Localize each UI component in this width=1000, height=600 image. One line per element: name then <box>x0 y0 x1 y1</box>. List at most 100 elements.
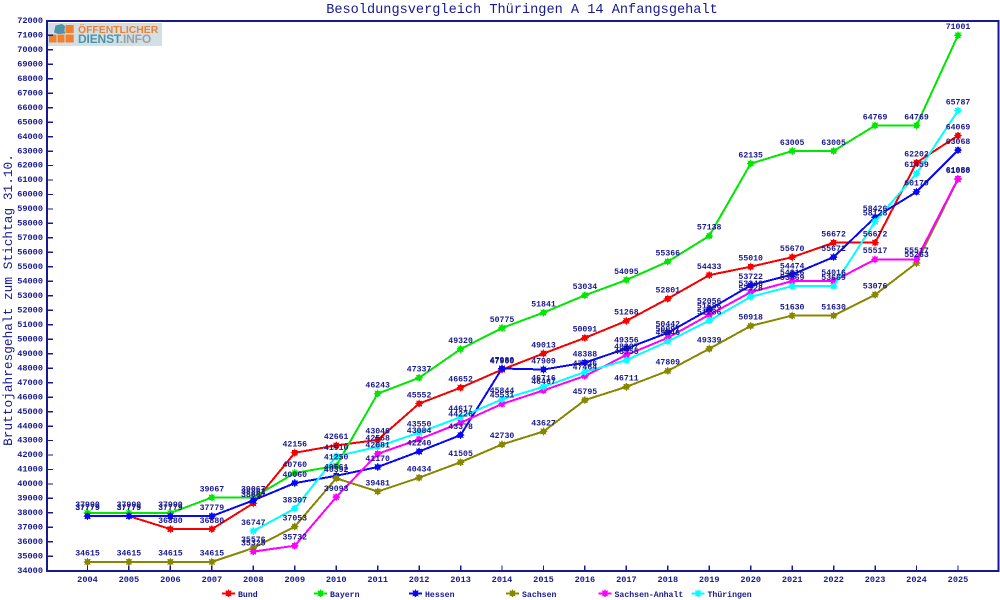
svg-text:63000: 63000 <box>17 146 43 156</box>
svg-text:53034: 53034 <box>573 283 598 292</box>
svg-text:37779: 37779 <box>117 504 142 513</box>
svg-text:Bayern: Bayern <box>330 591 360 600</box>
svg-text:2012: 2012 <box>409 575 430 585</box>
svg-text:59000: 59000 <box>17 204 43 214</box>
svg-text:55670: 55670 <box>780 245 805 254</box>
svg-text:34615: 34615 <box>75 550 100 559</box>
svg-text:36000: 36000 <box>17 537 43 547</box>
svg-text:40561: 40561 <box>324 464 349 473</box>
svg-text:2010: 2010 <box>326 575 347 585</box>
svg-text:49356: 49356 <box>614 336 639 345</box>
svg-text:39481: 39481 <box>365 479 390 488</box>
svg-text:51268: 51268 <box>614 309 639 318</box>
svg-text:55672: 55672 <box>821 245 846 254</box>
svg-text:44226: 44226 <box>448 411 473 420</box>
svg-text:43000: 43000 <box>17 436 43 446</box>
svg-text:46467: 46467 <box>531 378 556 387</box>
svg-text:Besoldungsvergleich Thüringen: Besoldungsvergleich Thüringen A 14 Anfan… <box>326 3 718 18</box>
svg-text:64069: 64069 <box>946 123 971 132</box>
svg-text:55263: 55263 <box>904 251 929 260</box>
svg-text:49320: 49320 <box>448 337 473 346</box>
svg-text:48388: 48388 <box>573 350 598 359</box>
svg-text:61000: 61000 <box>17 175 43 185</box>
svg-text:51630: 51630 <box>780 303 805 312</box>
svg-text:47337: 47337 <box>407 366 432 375</box>
svg-text:55010: 55010 <box>738 255 763 264</box>
svg-text:61459: 61459 <box>904 161 929 170</box>
svg-text:66000: 66000 <box>17 103 43 113</box>
svg-text:52928: 52928 <box>738 285 763 294</box>
svg-text:47000: 47000 <box>17 378 43 388</box>
svg-text:2024: 2024 <box>906 575 927 585</box>
svg-text:Thüringen: Thüringen <box>708 590 752 600</box>
svg-text:37053: 37053 <box>283 514 308 523</box>
svg-text:34615: 34615 <box>117 550 142 559</box>
svg-text:40060: 40060 <box>283 471 308 480</box>
svg-text:38307: 38307 <box>283 496 308 505</box>
svg-text:52056: 52056 <box>697 297 722 306</box>
svg-text:47900: 47900 <box>490 357 515 366</box>
svg-text:2022: 2022 <box>823 575 844 585</box>
svg-text:55000: 55000 <box>17 262 43 272</box>
svg-text:2025: 2025 <box>948 575 969 585</box>
svg-text:2011: 2011 <box>367 575 388 585</box>
svg-text:38000: 38000 <box>17 508 43 518</box>
svg-text:37779: 37779 <box>200 504 225 513</box>
svg-text:43627: 43627 <box>531 419 556 428</box>
svg-text:65787: 65787 <box>946 99 971 108</box>
svg-text:2016: 2016 <box>575 575 596 585</box>
svg-text:2018: 2018 <box>657 575 678 585</box>
svg-text:64769: 64769 <box>863 113 888 122</box>
svg-text:39067: 39067 <box>200 485 225 494</box>
svg-text:63005: 63005 <box>821 139 846 148</box>
svg-text:37779: 37779 <box>158 504 183 513</box>
svg-text:DIENST.INFO: DIENST.INFO <box>78 32 151 46</box>
svg-text:37990: 37990 <box>75 501 100 510</box>
svg-text:47736: 47736 <box>573 360 598 369</box>
svg-text:36880: 36880 <box>158 517 183 526</box>
svg-text:35000: 35000 <box>17 552 43 562</box>
svg-text:62000: 62000 <box>17 161 43 171</box>
svg-text:43378: 43378 <box>448 423 473 432</box>
svg-text:51630: 51630 <box>821 303 846 312</box>
svg-text:40760: 40760 <box>283 461 308 470</box>
svg-text:2007: 2007 <box>202 575 223 585</box>
svg-text:2014: 2014 <box>492 575 513 585</box>
svg-text:2021: 2021 <box>782 575 803 585</box>
svg-text:43550: 43550 <box>407 420 432 429</box>
svg-text:50918: 50918 <box>738 314 763 323</box>
svg-text:47809: 47809 <box>656 359 681 368</box>
svg-text:60179: 60179 <box>904 180 929 189</box>
svg-text:2004: 2004 <box>77 575 98 585</box>
svg-text:35325: 35325 <box>241 539 266 548</box>
svg-text:ÖFFENTLICHER: ÖFFENTLICHER <box>78 23 159 36</box>
svg-text:37000: 37000 <box>17 523 43 533</box>
svg-text:54095: 54095 <box>614 268 639 277</box>
svg-text:36747: 36747 <box>241 519 266 528</box>
svg-text:37990: 37990 <box>117 501 142 510</box>
svg-text:34000: 34000 <box>17 566 43 576</box>
svg-text:63068: 63068 <box>946 138 971 147</box>
svg-text:34615: 34615 <box>200 550 225 559</box>
svg-text:48000: 48000 <box>17 363 43 373</box>
svg-text:42156: 42156 <box>283 441 308 450</box>
svg-text:49846: 49846 <box>656 329 681 338</box>
svg-text:52000: 52000 <box>17 306 43 316</box>
svg-text:40392: 40392 <box>324 466 349 475</box>
svg-text:46000: 46000 <box>17 392 43 402</box>
svg-text:50097: 50097 <box>656 326 681 335</box>
svg-text:2015: 2015 <box>533 575 554 585</box>
svg-text:49013: 49013 <box>531 341 556 350</box>
svg-text:34615: 34615 <box>158 550 183 559</box>
svg-text:42730: 42730 <box>490 432 515 441</box>
svg-text:68000: 68000 <box>17 74 43 84</box>
svg-text:54016: 54016 <box>821 269 846 278</box>
svg-text:55366: 55366 <box>656 249 681 258</box>
svg-text:Bruttojahresgehalt zum Stichta: Bruttojahresgehalt zum Stichtag 31.10. <box>1 154 16 446</box>
svg-text:37779: 37779 <box>117 504 142 513</box>
svg-text:37779: 37779 <box>75 504 100 513</box>
svg-text:37990: 37990 <box>158 501 183 510</box>
svg-text:53000: 53000 <box>17 291 43 301</box>
svg-text:45844: 45844 <box>490 387 515 396</box>
svg-text:71000: 71000 <box>17 31 43 41</box>
